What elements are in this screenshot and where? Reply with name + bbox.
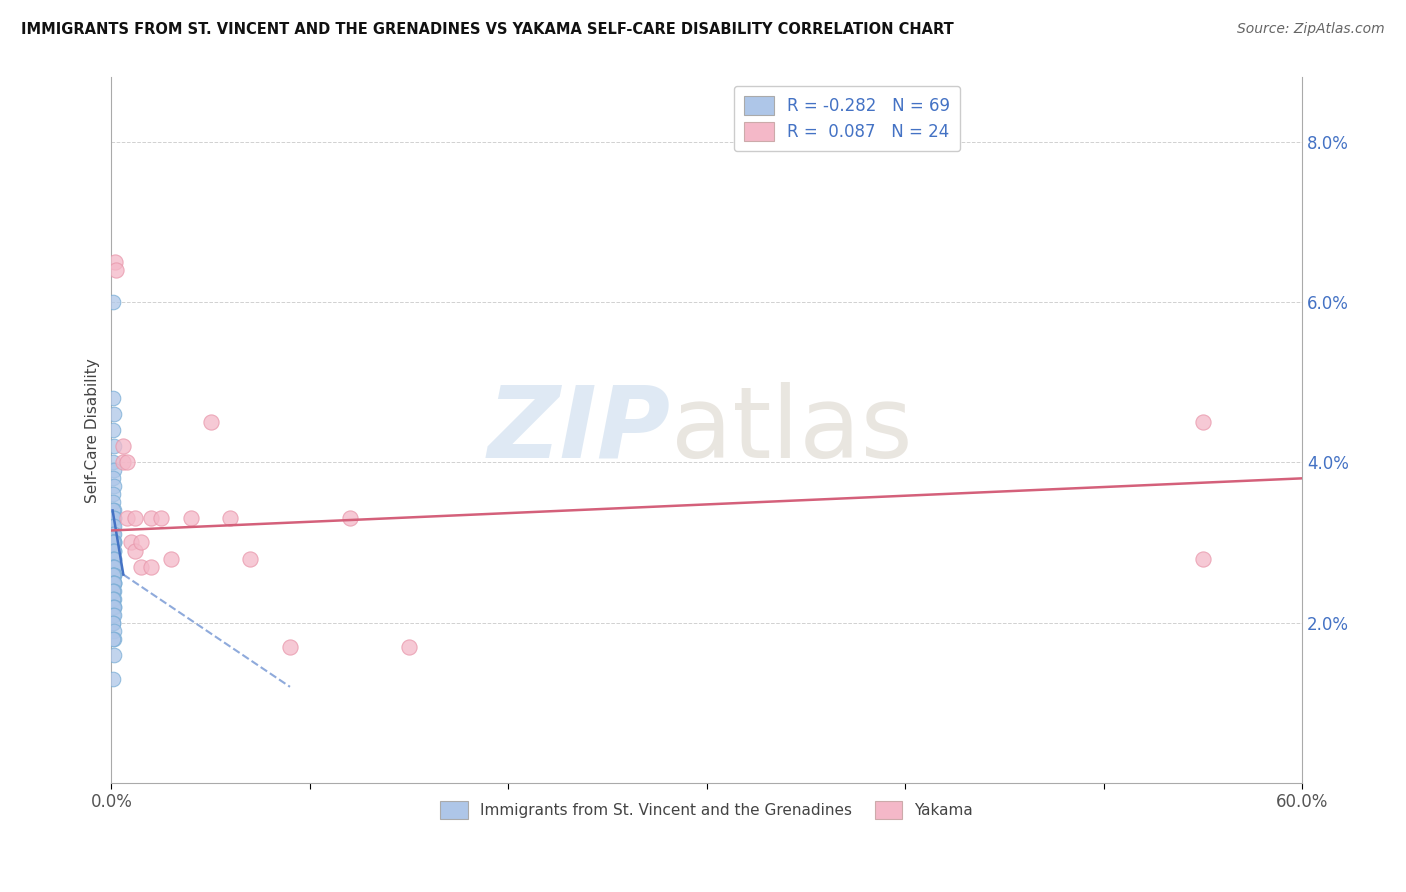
Point bbox=[103, 583, 125, 598]
Point bbox=[112, 439, 135, 453]
Text: ZIP: ZIP bbox=[488, 382, 671, 479]
Point bbox=[103, 527, 125, 541]
Point bbox=[103, 511, 125, 525]
Point bbox=[150, 511, 173, 525]
Point bbox=[101, 535, 124, 549]
Point bbox=[103, 624, 125, 638]
Point bbox=[103, 575, 125, 590]
Point bbox=[103, 575, 125, 590]
Point bbox=[103, 535, 125, 549]
Point bbox=[101, 519, 124, 533]
Point bbox=[1191, 415, 1213, 429]
Point bbox=[103, 567, 125, 582]
Point bbox=[103, 495, 125, 509]
Point bbox=[101, 543, 124, 558]
Point bbox=[101, 535, 124, 549]
Point bbox=[103, 599, 125, 614]
Point bbox=[101, 487, 124, 501]
Text: Source: ZipAtlas.com: Source: ZipAtlas.com bbox=[1237, 22, 1385, 37]
Point bbox=[103, 575, 125, 590]
Point bbox=[103, 551, 125, 566]
Point bbox=[339, 511, 361, 525]
Point bbox=[105, 263, 128, 277]
Point bbox=[103, 543, 125, 558]
Point bbox=[103, 575, 125, 590]
Text: IMMIGRANTS FROM ST. VINCENT AND THE GRENADINES VS YAKAMA SELF-CARE DISABILITY CO: IMMIGRANTS FROM ST. VINCENT AND THE GREN… bbox=[21, 22, 953, 37]
Point bbox=[103, 615, 125, 630]
Point bbox=[278, 640, 301, 654]
Point bbox=[200, 415, 222, 429]
Point bbox=[101, 591, 124, 606]
Point bbox=[103, 503, 125, 517]
Point bbox=[139, 559, 162, 574]
Point bbox=[219, 511, 242, 525]
Point bbox=[112, 455, 135, 469]
Point bbox=[103, 632, 125, 646]
Point bbox=[101, 567, 124, 582]
Point bbox=[103, 543, 125, 558]
Point bbox=[101, 471, 124, 485]
Point bbox=[101, 559, 124, 574]
Point bbox=[101, 503, 124, 517]
Point bbox=[103, 567, 125, 582]
Point bbox=[101, 423, 124, 437]
Point bbox=[101, 672, 124, 686]
Point bbox=[101, 583, 124, 598]
Point bbox=[239, 551, 262, 566]
Point bbox=[103, 407, 125, 421]
Y-axis label: Self-Care Disability: Self-Care Disability bbox=[86, 358, 100, 502]
Point bbox=[124, 511, 146, 525]
Point bbox=[129, 535, 152, 549]
Point bbox=[1191, 551, 1213, 566]
Point bbox=[103, 527, 125, 541]
Point bbox=[101, 527, 124, 541]
Point bbox=[103, 567, 125, 582]
Point bbox=[104, 255, 127, 269]
Point bbox=[103, 511, 125, 525]
Point bbox=[101, 559, 124, 574]
Point bbox=[103, 535, 125, 549]
Point bbox=[120, 535, 142, 549]
Point bbox=[103, 607, 125, 622]
Point bbox=[103, 559, 125, 574]
Point bbox=[398, 640, 420, 654]
Point bbox=[101, 607, 124, 622]
Point bbox=[103, 591, 125, 606]
Point bbox=[101, 567, 124, 582]
Point bbox=[103, 479, 125, 493]
Point bbox=[103, 463, 125, 477]
Point bbox=[160, 551, 183, 566]
Point bbox=[103, 535, 125, 549]
Point bbox=[117, 455, 139, 469]
Point bbox=[103, 551, 125, 566]
Text: atlas: atlas bbox=[671, 382, 912, 479]
Point bbox=[103, 559, 125, 574]
Point bbox=[103, 591, 125, 606]
Point bbox=[124, 543, 146, 558]
Point bbox=[101, 615, 124, 630]
Point bbox=[103, 599, 125, 614]
Point bbox=[103, 648, 125, 662]
Point bbox=[101, 583, 124, 598]
Point bbox=[103, 519, 125, 533]
Legend: Immigrants from St. Vincent and the Grenadines, Yakama: Immigrants from St. Vincent and the Gren… bbox=[434, 795, 980, 825]
Point bbox=[117, 511, 139, 525]
Point bbox=[103, 632, 125, 646]
Point bbox=[101, 295, 124, 310]
Point bbox=[103, 455, 125, 469]
Point bbox=[103, 391, 125, 405]
Point bbox=[101, 551, 124, 566]
Point bbox=[103, 439, 125, 453]
Point bbox=[139, 511, 162, 525]
Point bbox=[103, 575, 125, 590]
Point bbox=[103, 551, 125, 566]
Point bbox=[103, 599, 125, 614]
Point bbox=[103, 543, 125, 558]
Point bbox=[103, 559, 125, 574]
Point bbox=[101, 535, 124, 549]
Point bbox=[180, 511, 202, 525]
Point bbox=[103, 511, 125, 525]
Point bbox=[129, 559, 152, 574]
Point bbox=[103, 535, 125, 549]
